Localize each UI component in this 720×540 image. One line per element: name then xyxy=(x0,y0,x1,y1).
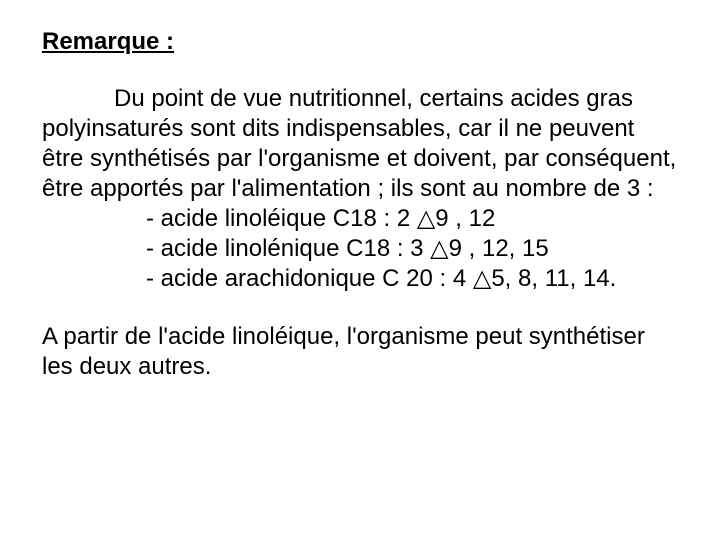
list-item-1: - acide linoléique C18 : 2 △9 , 12 xyxy=(42,204,678,234)
paragraph-intro: Du point de vue nutritionnel, certains a… xyxy=(42,84,678,204)
list-item-3: - acide arachidonique C 20 : 4 △5, 8, 11… xyxy=(42,264,678,294)
section-heading: Remarque : xyxy=(42,28,678,56)
paragraph-intro-text: Du point de vue nutritionnel, certains a… xyxy=(42,85,676,202)
document-page: Remarque : Du point de vue nutritionnel,… xyxy=(0,0,720,540)
paragraph-conclusion: A partir de l'acide linoléique, l'organi… xyxy=(42,322,678,382)
list-item-2: - acide linolénique C18 : 3 △9 , 12, 15 xyxy=(42,234,678,264)
